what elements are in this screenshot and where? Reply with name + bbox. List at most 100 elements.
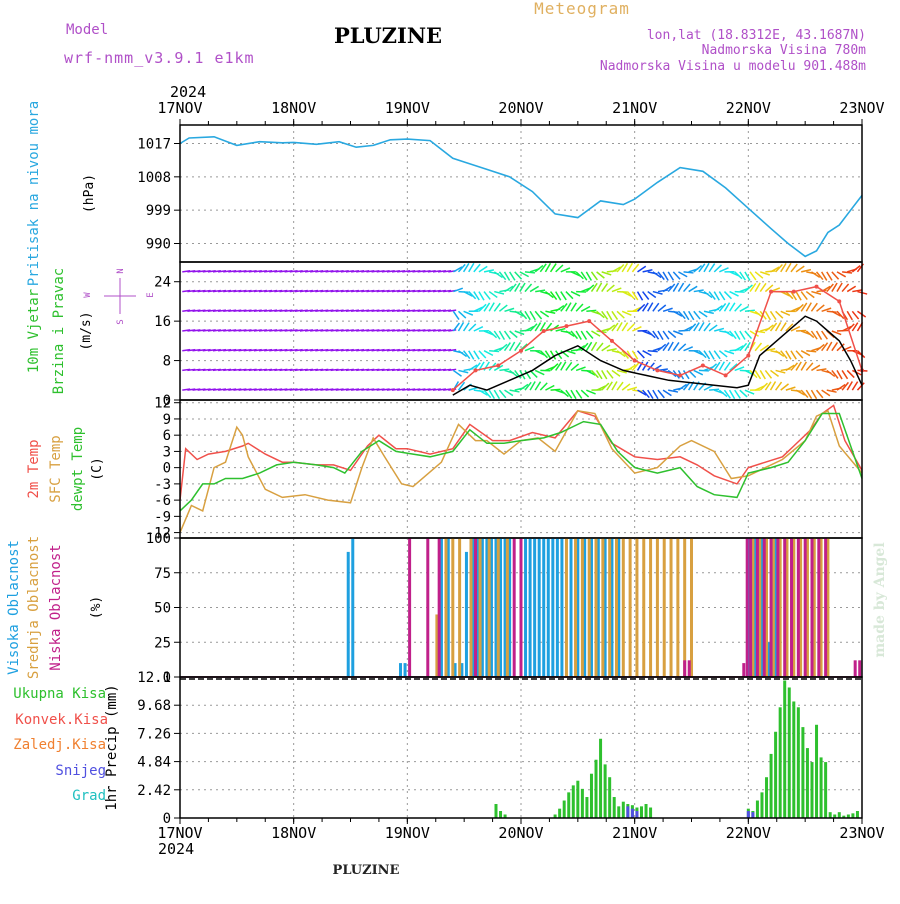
wind-barb: [704, 311, 714, 313]
wind-barb: [505, 308, 515, 311]
bar-low_cloud: [408, 538, 411, 677]
wind-barb: [551, 264, 557, 272]
bar-mid_cloud: [635, 538, 638, 677]
wind-barb: [607, 382, 612, 390]
bar-mid_cloud: [451, 538, 454, 677]
wind-barb: [576, 390, 582, 398]
top-time-tick-label: 23NOV: [839, 99, 884, 117]
wind-barb: [561, 292, 566, 300]
wind-barb: [489, 351, 499, 352]
bar-precip_total: [599, 739, 602, 818]
y-tick-label: -9: [154, 509, 171, 525]
wind-barb: [709, 351, 714, 360]
wind-barb: [474, 351, 479, 359]
wind-barb: [464, 323, 469, 331]
wind-barb: [781, 323, 786, 331]
bar-low_cloud: [513, 538, 516, 677]
wind-barb: [494, 292, 504, 294]
wind-barb: [535, 290, 545, 291]
wind-barb: [684, 272, 694, 273]
bar-snow: [626, 806, 629, 818]
bottom-time-tick-label: 21NOV: [612, 824, 657, 842]
bar-snow: [631, 809, 634, 818]
bar-low_cloud: [474, 538, 477, 677]
y-axis-label: Niska Oblacnost: [48, 544, 64, 670]
wind-barb: [612, 381, 617, 390]
year-bottom: 2024: [158, 840, 194, 858]
bar-precip_total: [613, 797, 616, 818]
wind-barb: [663, 331, 669, 339]
y-axis-label: (C): [90, 457, 105, 480]
bar-precip_total: [649, 808, 652, 818]
wind-barb: [842, 370, 847, 378]
panel-frame: [180, 677, 862, 818]
y-tick-label: 100: [146, 531, 171, 547]
top-time-tick-label: 21NOV: [612, 99, 657, 117]
wind-barb: [499, 369, 509, 370]
bar-high_cloud: [529, 538, 532, 677]
series-line-pressure: [180, 137, 862, 257]
wind-barb: [791, 351, 796, 359]
wind-barb: [852, 323, 857, 331]
wind-barb: [663, 308, 673, 311]
wind-barb: [791, 264, 797, 272]
wind-barb: [786, 263, 791, 272]
bar-low_cloud: [746, 538, 749, 677]
bar-low_cloud: [763, 538, 766, 677]
wind-barb: [714, 362, 720, 370]
bar-low_cloud: [438, 538, 441, 677]
wind-barb: [842, 284, 848, 292]
y-tick-label: 9.68: [137, 698, 171, 714]
bar-mid_cloud: [488, 538, 491, 677]
bar-mid_cloud: [690, 538, 693, 677]
bar-high_cloud: [556, 538, 559, 677]
bar-low_cloud: [688, 660, 691, 677]
bar-low_cloud: [770, 538, 773, 677]
y-tick-label: 3: [163, 444, 171, 460]
wind-barb: [811, 390, 816, 399]
wind-barb: [796, 330, 806, 331]
bar-snow: [635, 811, 638, 818]
bar-high_cloud: [533, 538, 536, 677]
bar-low_cloud: [426, 538, 429, 677]
wind-barb: [735, 292, 745, 293]
wind-barb: [494, 303, 500, 311]
wind-barb: [643, 303, 649, 311]
y-tick-label: 75: [154, 566, 171, 582]
bar-low_cloud: [790, 538, 793, 677]
bar-mid_cloud: [444, 538, 447, 677]
y-tick-label: -3: [154, 477, 171, 493]
watermark: made by Angel: [872, 542, 888, 657]
bar-precip_total: [581, 789, 584, 818]
bar-precip_total: [797, 707, 800, 818]
bar-precip_total: [838, 812, 841, 818]
wind-barb: [852, 290, 862, 292]
wind-barb: [479, 292, 484, 301]
wind-barb: [730, 303, 735, 311]
wind-barb: [837, 283, 842, 292]
bar-precip_total: [815, 725, 818, 818]
wind-barb: [617, 382, 623, 390]
bar-high_cloud: [560, 538, 563, 677]
bar-precip_total: [567, 792, 570, 818]
wind-barb: [581, 272, 587, 280]
bar-high_cloud: [465, 552, 468, 677]
bar-precip_total: [774, 732, 777, 818]
bar-precip_total: [585, 797, 588, 818]
bar-mid_cloud: [497, 538, 500, 677]
compass-east-label: E: [146, 292, 156, 297]
wind-barb: [786, 387, 796, 390]
wind-barb: [776, 370, 786, 373]
wind-barb: [505, 331, 511, 339]
wind-barb: [545, 351, 550, 359]
bar-mid_cloud: [656, 538, 659, 677]
wind-barb: [678, 283, 683, 292]
y-tick-label: 12: [154, 396, 171, 412]
wind-barb: [638, 292, 643, 301]
bar-precip_total: [576, 781, 579, 818]
top-time-tick-label: 22NOV: [726, 99, 771, 117]
bar-precip_total: [810, 762, 813, 818]
bar-low_cloud: [817, 538, 820, 677]
